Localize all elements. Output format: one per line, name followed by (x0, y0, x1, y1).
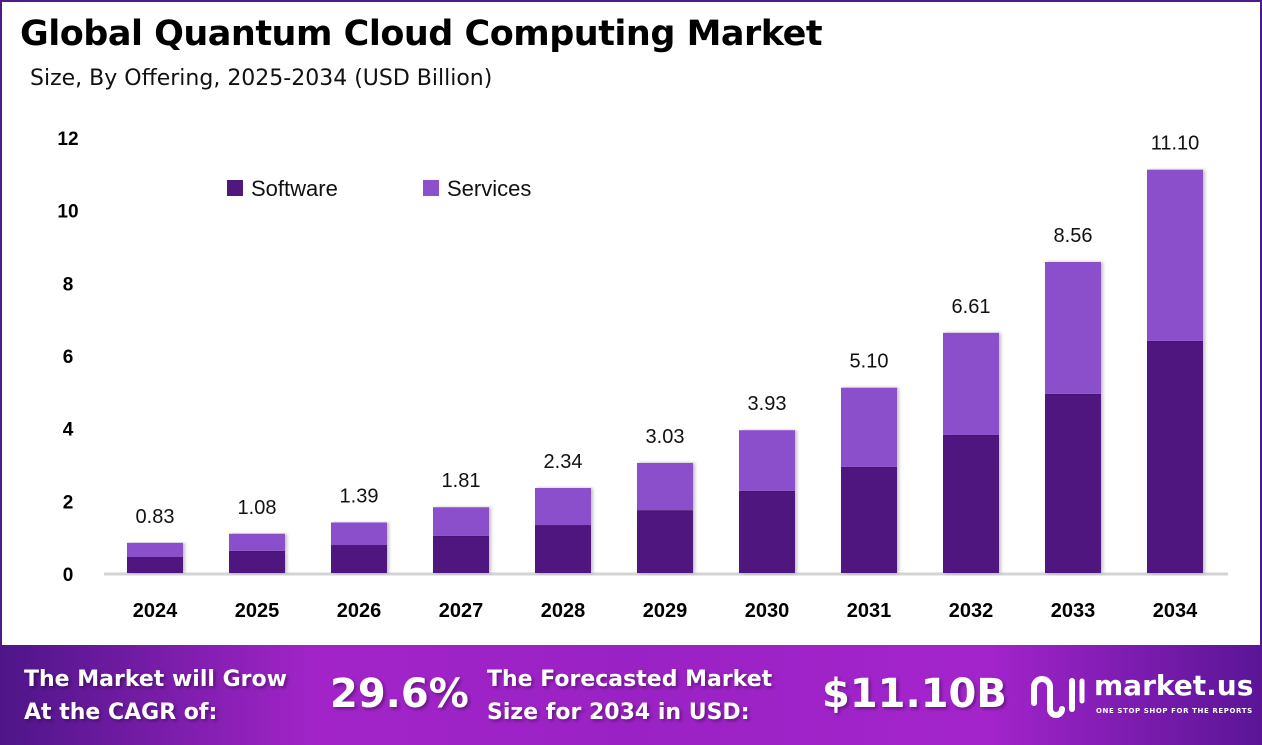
legend-label-services: Services (447, 176, 531, 201)
data-label-total: 1.08 (238, 497, 277, 519)
bar-software-2027 (433, 535, 489, 573)
market-us-logo-icon (1031, 676, 1085, 718)
bar-services-2027 (433, 507, 489, 536)
stacked-bar-chart: 0 2 4 6 8 10 12 0.83 2024 1.08 2025 1.39 2026 1.81 202… (57, 129, 1228, 622)
bar-services-2028 (535, 487, 591, 526)
x-tick-label: 2024 (133, 600, 178, 622)
data-label-total: 3.03 (646, 426, 685, 448)
y-tick-label: 8 (63, 274, 74, 295)
data-label-total: 2.34 (544, 451, 583, 473)
bar-software-2024 (127, 557, 183, 573)
bar-services-2030 (739, 430, 795, 491)
x-tick-label: 2025 (235, 600, 280, 622)
legend-label-software: Software (251, 176, 338, 201)
footer-banner: The Market will Grow At the CAGR of: 29.… (0, 645, 1262, 745)
bar-software-2026 (331, 545, 387, 573)
data-label-total: 1.39 (340, 485, 379, 507)
cagr-label-line2: At the CAGR of: (24, 700, 218, 725)
bar-services-2026 (331, 522, 387, 546)
data-label-total: 5.10 (850, 351, 889, 373)
y-tick-label: 10 (57, 202, 78, 223)
bar-software-2031 (841, 466, 897, 573)
x-tick-label: 2029 (643, 600, 688, 622)
y-tick-label: 2 (63, 492, 74, 513)
chart-title: Global Quantum Cloud Computing Market (20, 14, 823, 54)
forecast-value: $11.10B (822, 671, 1007, 717)
forecast-label-line2: Size for 2034 in USD: (487, 700, 750, 725)
data-label-total: 8.56 (1054, 225, 1093, 247)
x-tick-label: 2033 (1051, 600, 1096, 622)
bar-services-2032 (943, 332, 999, 435)
chart-subtitle: Size, By Offering, 2025-2034 (USD Billio… (30, 66, 493, 91)
x-tick-label: 2028 (541, 600, 586, 622)
bar-software-2029 (637, 510, 693, 573)
bar-software-2032 (943, 434, 999, 573)
y-tick-label: 4 (63, 420, 74, 441)
cagr-label: The Market will Grow At the CAGR of: (24, 663, 287, 729)
bar-services-2025 (229, 533, 285, 551)
bar-services-2033 (1045, 261, 1101, 394)
y-tick-label: 12 (57, 129, 78, 150)
data-label-total: 6.61 (952, 296, 991, 318)
bar-services-2029 (637, 462, 693, 511)
bar-software-2028 (535, 525, 591, 573)
data-label-total: 11.10 (1151, 133, 1200, 155)
x-tick-label: 2030 (745, 600, 790, 622)
data-label-total: 3.93 (748, 393, 787, 415)
bar-software-2033 (1045, 393, 1101, 573)
y-tick-label: 0 (63, 565, 74, 586)
brand-name: market.us (1094, 669, 1254, 702)
forecast-label-line1: The Forecasted Market (487, 667, 773, 692)
bar-services-2034 (1147, 169, 1203, 341)
bar-software-2030 (739, 490, 795, 573)
bar-services-2024 (127, 542, 183, 558)
x-tick-label: 2027 (439, 600, 484, 622)
x-tick-label: 2026 (337, 600, 382, 622)
market-us-logo: market.us ONE STOP SHOP FOR THE REPORTS (1028, 669, 1253, 729)
bar-software-2034 (1147, 340, 1203, 573)
x-tick-label: 2034 (1153, 600, 1198, 622)
cagr-value: 29.6% (330, 671, 469, 717)
y-tick-label: 6 (63, 347, 74, 368)
legend-swatch-services (423, 180, 439, 196)
x-tick-label: 2032 (949, 600, 994, 622)
cagr-label-line1: The Market will Grow (24, 667, 287, 692)
data-label-total: 0.83 (136, 506, 175, 528)
bar-services-2031 (841, 387, 897, 467)
x-tick-label: 2031 (847, 600, 892, 622)
forecast-label: The Forecasted Market Size for 2034 in U… (487, 663, 772, 729)
bar-software-2025 (229, 550, 285, 573)
data-label-total: 1.81 (442, 470, 481, 492)
brand-tagline: ONE STOP SHOP FOR THE REPORTS (1096, 707, 1253, 715)
legend-swatch-software (227, 180, 243, 196)
